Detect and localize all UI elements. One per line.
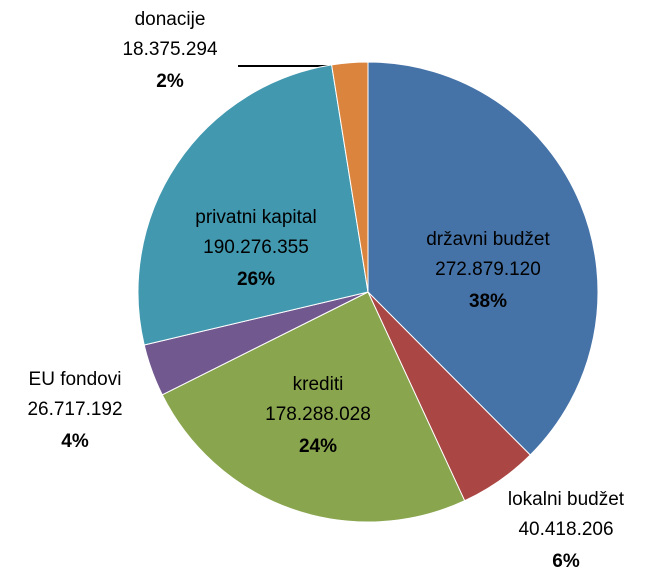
slice-value-label: 18.375.294: [122, 39, 218, 60]
pie-slice: [161, 291, 466, 523]
slice-value-label: 178.288.028: [265, 404, 371, 425]
slice-percent-label: 26%: [237, 269, 275, 290]
pie-slice: [331, 61, 369, 293]
pie-slice: [137, 64, 369, 346]
slice-category-label: donacije: [135, 9, 206, 30]
pie-slice: [367, 61, 599, 456]
slice-percent-label: 4%: [61, 431, 89, 452]
slice-percent-label: 38%: [469, 291, 507, 312]
slice-category-label: lokalni budžet: [508, 489, 625, 510]
slice-percent-label: 2%: [156, 71, 184, 92]
slice-percent-label: 24%: [299, 436, 337, 457]
slice-value-label: 40.418.206: [518, 519, 613, 540]
slice-value-label: 26.717.192: [27, 399, 122, 420]
slice-percent-label: 6%: [552, 551, 580, 572]
slice-category-label: EU fondovi: [29, 369, 122, 390]
slice-category-label: privatni kapital: [195, 207, 316, 228]
slice-category-label: krediti: [293, 374, 344, 395]
slice-value-label: 190.276.355: [203, 237, 309, 258]
slice-category-label: državni budžet: [426, 229, 550, 250]
slice-value-label: 272.879.120: [435, 259, 541, 280]
